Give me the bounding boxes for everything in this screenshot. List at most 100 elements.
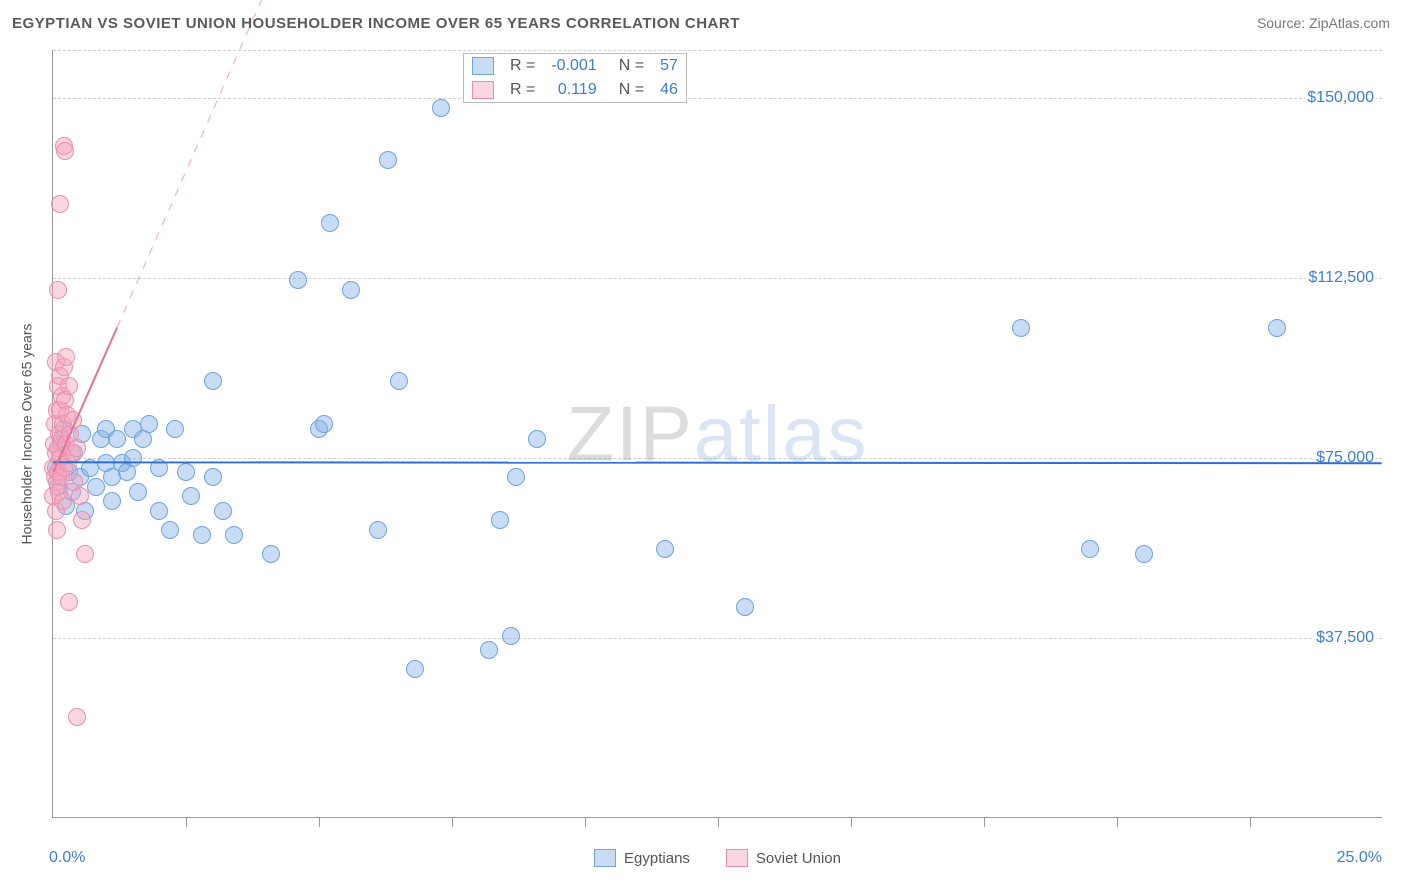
soviet-point — [56, 142, 74, 160]
soviet-point — [73, 511, 91, 529]
stats-row-soviet: R =0.119N =46 — [464, 78, 686, 102]
stat-label-N: N = — [605, 78, 652, 102]
source-link[interactable]: ZipAtlas.com — [1309, 15, 1390, 31]
soviet-legend-swatch — [726, 849, 748, 867]
soviet-point — [68, 439, 86, 457]
soviet-point — [49, 281, 67, 299]
egyptians-point — [262, 545, 280, 563]
stat-label-R: R = — [502, 54, 543, 78]
egyptians-point — [342, 281, 360, 299]
egyptians-point — [480, 641, 498, 659]
egyptians-point — [1135, 545, 1153, 563]
egyptians-swatch — [472, 57, 494, 75]
x-tick — [452, 817, 453, 827]
egyptians-point — [656, 540, 674, 558]
egyptians-point — [182, 487, 200, 505]
x-axis-max-label: 25.0% — [1337, 849, 1382, 867]
soviet-point — [48, 521, 66, 539]
egyptians-point — [166, 420, 184, 438]
soviet-point — [76, 545, 94, 563]
x-tick — [585, 817, 586, 827]
y-axis-title-container: Householder Income Over 65 years — [0, 50, 52, 818]
stat-label-N: N = — [605, 54, 652, 78]
egyptians-point — [150, 502, 168, 520]
watermark-part1: ZIP — [566, 389, 693, 477]
egyptians-point — [406, 660, 424, 678]
egyptians-point — [161, 521, 179, 539]
x-tick — [1250, 817, 1251, 827]
egyptians-point — [193, 526, 211, 544]
egyptians-point — [124, 449, 142, 467]
gridline-h — [53, 98, 1382, 99]
soviet-legend-label: Soviet Union — [756, 850, 841, 867]
stats-legend: R =-0.001N =57R =0.119N =46 — [463, 53, 687, 103]
egyptians-point — [214, 502, 232, 520]
egyptians-point — [379, 151, 397, 169]
egyptians-point — [1081, 540, 1099, 558]
egyptians-point — [87, 478, 105, 496]
legend-item-egyptians[interactable]: Egyptians — [594, 849, 690, 867]
egyptians-point — [108, 430, 126, 448]
egyptians-point — [502, 627, 520, 645]
gridline-h — [53, 278, 1382, 279]
soviet-point — [51, 195, 69, 213]
x-axis-min-label: 0.0% — [49, 849, 85, 867]
egyptians-point — [321, 214, 339, 232]
x-tick — [718, 817, 719, 827]
egyptians-R-value: -0.001 — [543, 54, 604, 78]
soviet-point — [60, 377, 78, 395]
soviet-point — [71, 487, 89, 505]
watermark: ZIPatlas — [566, 388, 868, 479]
chart-title: EGYPTIAN VS SOVIET UNION HOUSEHOLDER INC… — [12, 15, 740, 32]
stat-label-R: R = — [502, 78, 543, 102]
x-tick — [984, 817, 985, 827]
egyptians-point — [432, 99, 450, 117]
x-tick — [851, 817, 852, 827]
egyptians-point — [204, 372, 222, 390]
egyptians-point — [736, 598, 754, 616]
y-tick-label: $150,000 — [1305, 89, 1376, 107]
soviet-R-value: 0.119 — [543, 78, 604, 102]
soviet-point — [54, 492, 72, 510]
soviet-point — [68, 708, 86, 726]
watermark-part2: atlas — [694, 389, 869, 477]
egyptians-point — [177, 463, 195, 481]
egyptians-N-value: 57 — [652, 54, 686, 78]
legend-item-soviet[interactable]: Soviet Union — [726, 849, 841, 867]
x-tick — [319, 817, 320, 827]
egyptians-point — [129, 483, 147, 501]
egyptians-point — [390, 372, 408, 390]
gridline-h — [53, 50, 1382, 51]
plot-area: ZIPatlas R =-0.001N =57R =0.119N =46 Egy… — [52, 50, 1382, 818]
y-tick-label: $112,500 — [1306, 269, 1376, 287]
chart-header: EGYPTIAN VS SOVIET UNION HOUSEHOLDER INC… — [0, 0, 1406, 46]
y-tick-label: $75,000 — [1314, 449, 1376, 467]
soviet-point — [57, 348, 75, 366]
egyptians-legend-swatch — [594, 849, 616, 867]
gridline-h — [53, 458, 1382, 459]
chart-source: Source: ZipAtlas.com — [1257, 15, 1390, 31]
trend-lines-layer — [53, 50, 1382, 817]
egyptians-point — [315, 415, 333, 433]
x-tick — [1117, 817, 1118, 827]
egyptians-point — [491, 511, 509, 529]
series-legend: Egyptians Soviet Union — [53, 849, 1382, 867]
egyptians-point — [528, 430, 546, 448]
soviet-N-value: 46 — [652, 78, 686, 102]
x-tick — [186, 817, 187, 827]
source-prefix: Source: — [1257, 15, 1309, 31]
stats-row-egyptians: R =-0.001N =57 — [464, 54, 686, 78]
egyptians-point — [289, 271, 307, 289]
egyptians-point — [204, 468, 222, 486]
egyptians-legend-label: Egyptians — [624, 850, 690, 867]
soviet-point — [64, 411, 82, 429]
egyptians-point — [507, 468, 525, 486]
gridline-h — [53, 638, 1382, 639]
egyptians-point — [140, 415, 158, 433]
egyptians-point — [225, 526, 243, 544]
egyptians-point — [103, 492, 121, 510]
egyptians-point — [1012, 319, 1030, 337]
y-axis-title: Householder Income Over 65 years — [18, 324, 34, 545]
egyptians-trend — [53, 462, 1381, 463]
egyptians-point — [150, 459, 168, 477]
